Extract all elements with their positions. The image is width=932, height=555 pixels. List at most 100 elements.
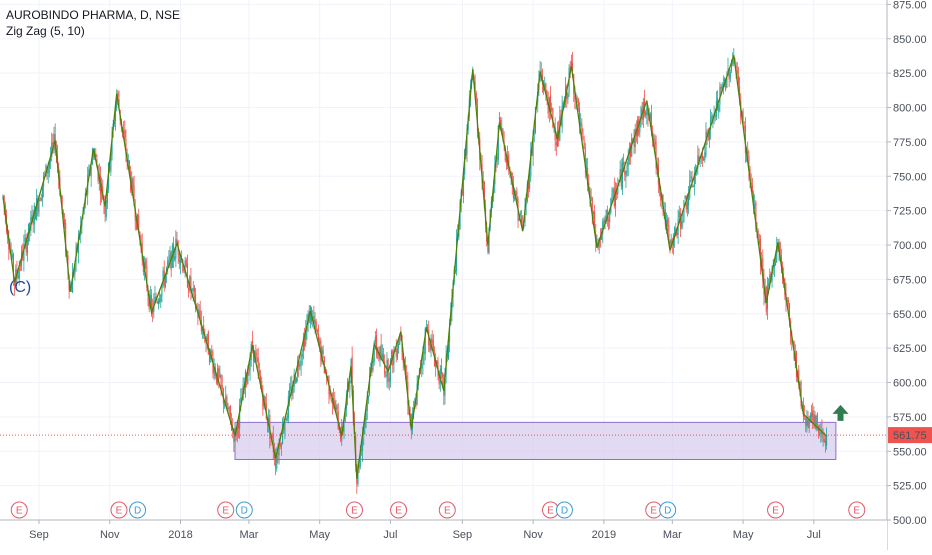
candle-body bbox=[331, 402, 333, 404]
candle-body bbox=[330, 399, 332, 402]
candle-body bbox=[127, 160, 129, 164]
earnings-event-icon[interactable] bbox=[110, 501, 128, 519]
candle-body bbox=[739, 86, 741, 102]
candle-body bbox=[185, 259, 187, 267]
candle-body bbox=[322, 350, 324, 354]
candle-body bbox=[570, 61, 572, 69]
candle-body bbox=[475, 93, 477, 106]
candle-body bbox=[363, 427, 365, 435]
candle-body bbox=[286, 415, 288, 421]
event-label: E bbox=[222, 506, 229, 517]
candle-body bbox=[182, 259, 184, 272]
candle-body bbox=[259, 375, 262, 384]
candle-body bbox=[388, 378, 390, 382]
indicator-label[interactable]: Zig Zag (5, 10) bbox=[6, 24, 85, 38]
candle-body bbox=[743, 126, 745, 128]
candle-body bbox=[590, 196, 592, 198]
earnings-event-icon[interactable] bbox=[848, 501, 866, 519]
candle-body bbox=[379, 347, 381, 361]
candle-body bbox=[752, 192, 755, 206]
candle-body bbox=[240, 397, 242, 403]
candle-body bbox=[199, 309, 201, 321]
candle-body bbox=[340, 432, 342, 440]
dividend-event-icon[interactable] bbox=[555, 501, 573, 519]
candle-body bbox=[532, 132, 534, 157]
earnings-event-icon[interactable] bbox=[390, 501, 408, 519]
candle-body bbox=[384, 361, 386, 374]
candle-body bbox=[391, 351, 393, 359]
candle-body bbox=[488, 228, 490, 254]
candle-body bbox=[36, 197, 38, 220]
time-axis[interactable] bbox=[0, 520, 887, 550]
candle-body bbox=[500, 120, 502, 128]
y-tick-label: 700.00 bbox=[893, 240, 927, 252]
candle-body bbox=[633, 139, 635, 147]
earnings-event-icon[interactable] bbox=[345, 501, 363, 519]
x-tick-label: Sep bbox=[29, 529, 49, 541]
candle-body bbox=[737, 76, 739, 85]
event-label: E bbox=[395, 506, 402, 517]
candle-body bbox=[31, 214, 33, 220]
dividend-event-icon[interactable] bbox=[129, 501, 147, 519]
candle-body bbox=[206, 334, 208, 341]
x-tick-label: Nov bbox=[100, 529, 120, 541]
candle-body bbox=[395, 348, 397, 357]
candle-body bbox=[336, 404, 338, 410]
candle-body bbox=[824, 439, 826, 446]
candle-body bbox=[660, 191, 662, 201]
candle-body bbox=[433, 355, 436, 367]
candle-body bbox=[667, 218, 669, 227]
candle-body bbox=[135, 220, 137, 229]
candle-body bbox=[496, 157, 498, 162]
candle-body bbox=[92, 153, 95, 157]
support-zone[interactable] bbox=[234, 421, 837, 460]
candle-body bbox=[198, 311, 200, 316]
candle-body bbox=[19, 265, 21, 267]
candle-body bbox=[52, 142, 54, 145]
candle-body bbox=[508, 154, 510, 171]
candle-body bbox=[62, 211, 64, 219]
earnings-event-icon[interactable] bbox=[767, 501, 785, 519]
candle-body bbox=[681, 220, 683, 227]
candle-body bbox=[38, 200, 40, 214]
earnings-event-icon[interactable] bbox=[438, 501, 456, 519]
candle-body bbox=[18, 267, 20, 279]
candle-body bbox=[220, 374, 222, 387]
earnings-event-icon[interactable] bbox=[10, 501, 28, 519]
candle-body bbox=[184, 260, 186, 274]
zigzag-line[interactable] bbox=[2, 55, 828, 479]
candle-body bbox=[95, 153, 97, 157]
price-axis[interactable] bbox=[887, 0, 932, 550]
candle-body bbox=[372, 361, 374, 370]
candle-body bbox=[249, 360, 251, 371]
candle-body bbox=[226, 396, 228, 409]
candle-body bbox=[51, 142, 53, 157]
y-tick-label: 625.00 bbox=[893, 343, 927, 355]
candle-body bbox=[276, 455, 278, 469]
candle-body bbox=[582, 136, 584, 139]
candle-body bbox=[813, 414, 815, 424]
candle-body bbox=[602, 221, 604, 234]
candle-body bbox=[604, 220, 606, 222]
y-tick-label: 850.00 bbox=[893, 34, 927, 46]
dividend-event-icon[interactable] bbox=[235, 501, 253, 519]
candle-body bbox=[505, 159, 507, 164]
candle-body bbox=[149, 294, 151, 307]
candle-body bbox=[806, 417, 808, 426]
candle-body bbox=[768, 283, 770, 286]
chart-title: AUROBINDO PHARMA, D, NSE bbox=[6, 8, 181, 22]
candle-body bbox=[106, 189, 108, 204]
candle-body bbox=[279, 442, 281, 447]
candle-body bbox=[212, 357, 214, 373]
candle-body bbox=[726, 76, 728, 88]
candle-body bbox=[37, 197, 39, 212]
earnings-event-icon[interactable] bbox=[217, 501, 235, 519]
candle-body bbox=[690, 176, 692, 179]
x-tick-label: May bbox=[733, 529, 754, 541]
dividend-event-icon[interactable] bbox=[659, 501, 677, 519]
candle-body bbox=[721, 85, 723, 90]
candle-body bbox=[133, 185, 135, 206]
up-arrow-icon[interactable] bbox=[832, 404, 849, 421]
